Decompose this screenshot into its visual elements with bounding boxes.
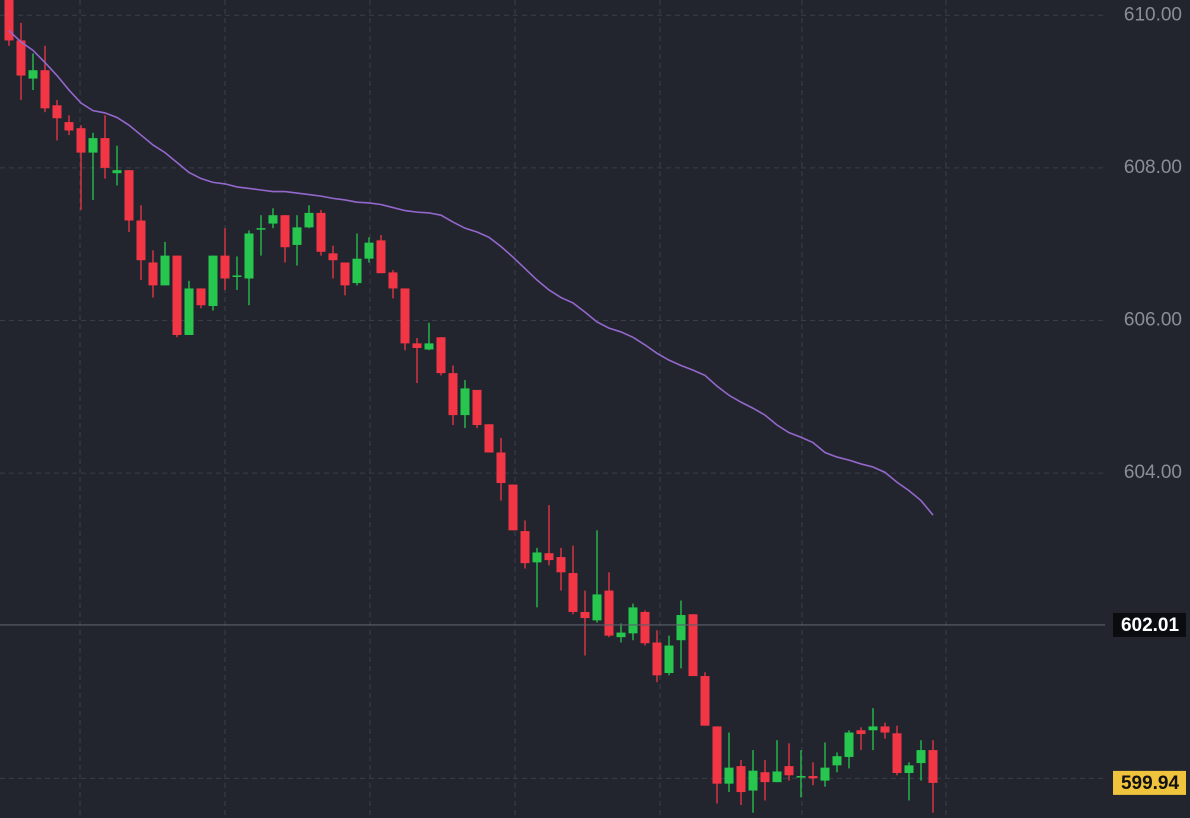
candle-body [472,389,482,426]
candle-body [196,288,206,306]
candle-body [616,632,626,638]
candle-body [664,645,674,674]
candle-body [760,772,770,783]
candle-body [316,212,326,252]
candle-body [76,128,86,153]
candle-body [136,220,146,261]
candle-body [460,388,470,416]
candle-body [568,573,578,612]
candle-body [364,242,374,259]
price-line-label: 602.01 [1121,615,1180,636]
candle-body [352,258,362,284]
candle-body [220,255,230,279]
candle-body [532,552,542,563]
candle-body [280,215,290,248]
y-tick-label: 606.00 [1124,310,1182,331]
candle-body [268,215,278,224]
candle-body [376,240,386,274]
candle-body [772,771,782,783]
candle-body [304,212,314,228]
candle-body [100,138,110,168]
time-grid [79,0,947,818]
candle-body [712,726,722,784]
candle-body [808,776,818,779]
y-tick-label: 604.00 [1124,462,1182,483]
candle-body [52,105,62,119]
candle-body [388,272,398,289]
candle-body [892,733,902,773]
y-tick-label: 610.00 [1124,4,1182,25]
price-line-box [1113,612,1186,637]
candle-body [700,676,710,726]
candle-body [232,275,242,277]
candle-body [448,373,458,416]
candle-body [256,228,266,230]
candle-body [112,170,122,174]
candle-body [652,642,662,676]
candle-body [436,337,446,374]
candle-body [592,594,602,621]
candle-body [400,288,410,344]
candle-body [508,484,518,531]
candle-body [856,730,866,735]
candle-body [676,615,686,641]
candle-body [88,138,98,153]
last-price-box [1113,770,1186,795]
candle-body [520,531,530,564]
candle-body [292,227,302,245]
candle-body [484,424,494,453]
candle-body [580,611,590,619]
candle-body [148,262,158,286]
candle-body [556,557,566,573]
candle-body [604,590,614,636]
candle-body [640,611,650,644]
candle-body [928,750,938,783]
candle-body [160,255,170,286]
candle-body [868,726,878,731]
candle-body [628,607,638,634]
candle-body [208,255,218,306]
candle-body [880,726,890,733]
candle-body [172,255,182,335]
candle-body [16,40,26,76]
candle-body [844,732,854,757]
moving-average-line [8,29,934,516]
last-price-label: 599.94 [1121,773,1180,794]
candle-body [4,0,14,41]
candle-body [328,253,338,261]
candle-body [244,233,254,279]
candle-body [796,776,806,778]
candle-body [424,343,434,350]
candle-body [820,767,830,781]
candle-body [544,553,554,561]
candle-body [184,288,194,335]
candle-body [496,452,506,484]
candle-body [340,262,350,286]
candle-body [412,343,422,348]
candle-body [40,70,50,109]
candle-body [688,614,698,677]
y-tick-label: 608.00 [1124,157,1182,178]
candle-body [28,70,38,79]
candle-body [748,770,758,791]
candle-body [916,750,926,764]
candle-body [724,767,734,784]
candle-body [784,766,794,776]
candle-body [904,765,914,773]
candle-body [124,170,134,221]
candle-body [832,756,842,766]
candle-body [736,766,746,793]
candle-body [64,122,74,131]
